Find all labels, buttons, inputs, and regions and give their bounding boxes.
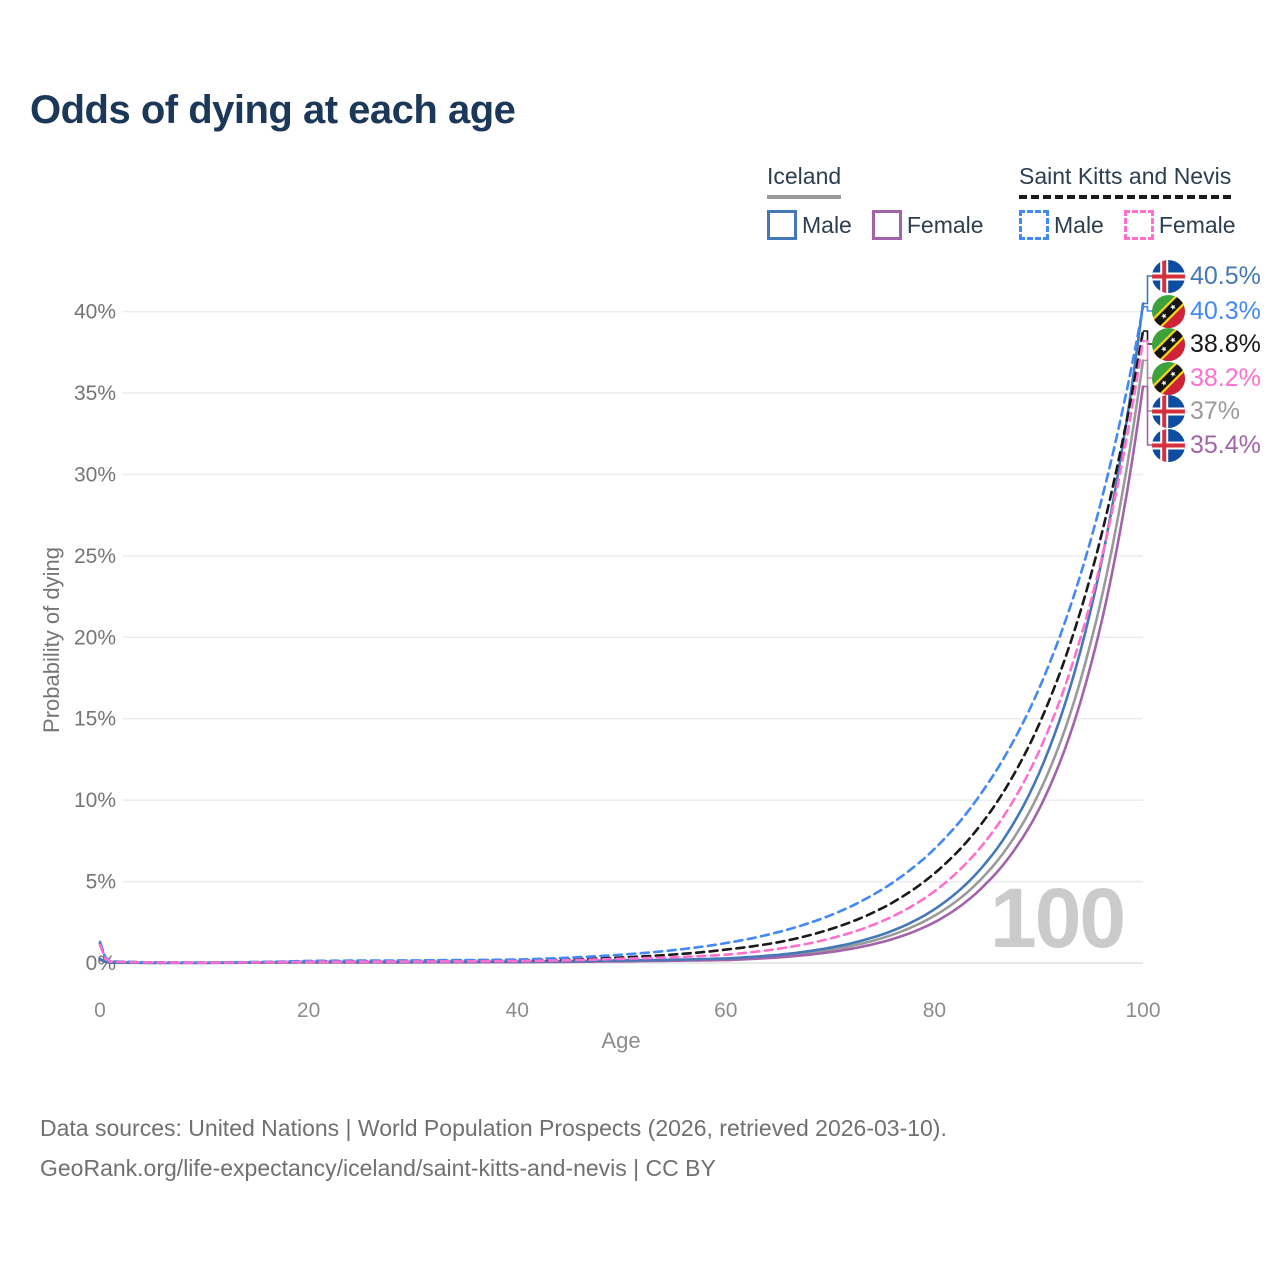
end-label-row: 38.2% xyxy=(1152,361,1261,395)
x-tick-label: 0 xyxy=(94,999,106,1022)
y-tick-label: 10% xyxy=(74,789,116,812)
page-title: Odds of dying at each age xyxy=(30,88,516,132)
y-tick-label: 0% xyxy=(86,952,116,975)
footer-sources: Data sources: United Nations | World Pop… xyxy=(40,1115,947,1141)
y-tick-label: 35% xyxy=(74,382,116,405)
iceland-flag-icon xyxy=(1152,259,1185,293)
end-label-row: 37% xyxy=(1152,394,1241,428)
y-tick-label: 15% xyxy=(74,708,116,731)
x-tick-label: 80 xyxy=(923,999,946,1022)
age-watermark: 100 xyxy=(990,871,1126,965)
end-label-row: 38.8% xyxy=(1152,327,1261,361)
y-tick-label: 25% xyxy=(74,545,116,568)
legend-item-label: Male xyxy=(802,211,852,238)
y-tick-label: 5% xyxy=(86,871,116,894)
series-line-iceland-female xyxy=(98,385,1145,965)
end-label-connector xyxy=(1143,340,1153,379)
series-line-iceland-all xyxy=(98,359,1145,965)
end-label-row: 40.3% xyxy=(1152,294,1261,328)
legend-item-iceland-female[interactable]: Female xyxy=(871,210,984,240)
y-tick-label: 20% xyxy=(74,626,116,649)
checkbox-icon xyxy=(767,210,797,240)
x-tick-label: 40 xyxy=(506,999,529,1022)
end-label-value: 35.4% xyxy=(1190,430,1261,459)
end-label-value: 38.8% xyxy=(1190,329,1261,358)
legend-item-skn-female[interactable]: Female xyxy=(1123,210,1236,240)
footer-link: GeoRank.org/life-expectancy/iceland/sain… xyxy=(40,1155,716,1181)
legend-item-label: Female xyxy=(1158,211,1236,238)
x-tick-label: 100 xyxy=(1125,999,1160,1022)
legend-header-iceland: Iceland xyxy=(767,163,842,199)
saint-kitts-and-nevis-flag-icon xyxy=(1152,294,1185,328)
series-line-saint-kitts-and-nevis-male xyxy=(98,305,1145,964)
legend-header-saint-kitts-and-nevis: Saint Kitts and Nevis xyxy=(1019,163,1232,199)
end-label-connector xyxy=(1143,305,1153,312)
x-axis-title: Age xyxy=(601,1028,641,1053)
legend-item-label: Male xyxy=(1054,211,1104,238)
end-label-row: 35.4% xyxy=(1152,428,1261,462)
end-label-connector xyxy=(1143,275,1153,305)
end-label-connector xyxy=(1143,385,1153,446)
legend-group-saint-kitts-and-nevis: Saint Kitts and Nevis Male Female xyxy=(1019,163,1236,240)
legend-item-skn-male[interactable]: Male xyxy=(1019,210,1104,240)
checkbox-icon xyxy=(1123,210,1154,240)
series-line-saint-kitts-and-nevis-female xyxy=(98,339,1145,964)
end-label-row: 40.5% xyxy=(1152,259,1261,293)
iceland-flag-icon xyxy=(1152,394,1185,428)
checkbox-icon xyxy=(871,210,902,240)
legend-item-label: Female xyxy=(906,211,984,238)
series-line-iceland-male xyxy=(98,302,1145,965)
end-label-value: 40.5% xyxy=(1190,261,1261,290)
iceland-flag-icon xyxy=(1152,428,1185,462)
end-label-value: 38.2% xyxy=(1190,363,1261,392)
saint-kitts-and-nevis-flag-icon xyxy=(1152,361,1185,395)
y-tick-label: 30% xyxy=(74,463,116,486)
end-label-connector xyxy=(1143,330,1153,345)
footer: Data sources: United Nations | World Pop… xyxy=(40,1108,947,1188)
legend-group-iceland: Iceland Male Female xyxy=(767,163,984,240)
series-line-saint-kitts-and-nevis-all xyxy=(98,329,1145,964)
legend-item-iceland-male[interactable]: Male xyxy=(767,210,852,240)
y-tick-label: 40% xyxy=(74,301,116,324)
end-label-value: 37% xyxy=(1190,396,1241,425)
x-tick-label: 20 xyxy=(297,999,320,1022)
x-tick-label: 60 xyxy=(714,999,737,1022)
checkbox-icon xyxy=(1019,210,1049,240)
end-label-value: 40.3% xyxy=(1190,296,1261,325)
saint-kitts-and-nevis-flag-icon xyxy=(1152,327,1185,361)
